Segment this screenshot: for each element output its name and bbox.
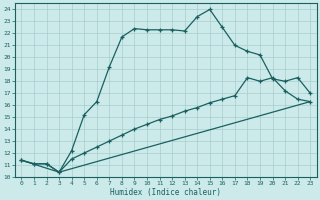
X-axis label: Humidex (Indice chaleur): Humidex (Indice chaleur) <box>110 188 221 197</box>
